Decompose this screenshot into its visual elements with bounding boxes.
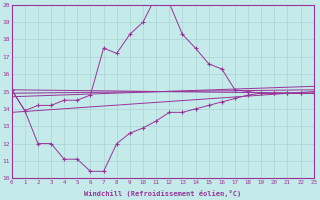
X-axis label: Windchill (Refroidissement éolien,°C): Windchill (Refroidissement éolien,°C) (84, 190, 241, 197)
